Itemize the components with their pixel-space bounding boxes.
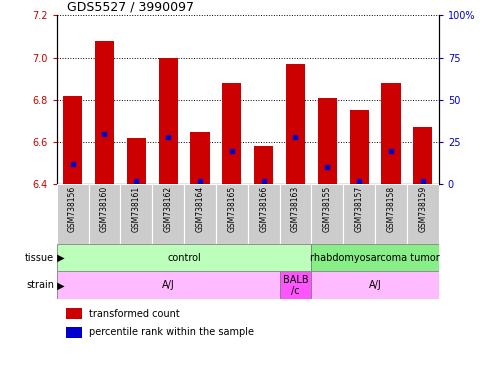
Bar <box>413 127 432 184</box>
Text: rhabdomyosarcoma tumor: rhabdomyosarcoma tumor <box>310 253 440 263</box>
Bar <box>190 131 210 184</box>
Text: GSM738164: GSM738164 <box>195 186 205 232</box>
Bar <box>312 271 439 299</box>
Bar <box>57 271 280 299</box>
Bar <box>375 184 407 244</box>
Text: control: control <box>167 253 201 263</box>
Bar <box>57 244 312 271</box>
Text: GSM738165: GSM738165 <box>227 186 236 232</box>
Text: GSM738157: GSM738157 <box>354 186 364 232</box>
Text: transformed count: transformed count <box>89 309 180 319</box>
Bar <box>382 83 400 184</box>
Bar <box>350 110 369 184</box>
Bar <box>254 146 273 184</box>
Bar <box>280 271 312 299</box>
Text: ▶: ▶ <box>54 280 65 290</box>
Bar <box>127 138 146 184</box>
Text: A/J: A/J <box>162 280 175 290</box>
Bar <box>312 184 343 244</box>
Bar <box>67 327 81 338</box>
Bar <box>95 41 114 184</box>
Text: GSM738159: GSM738159 <box>419 186 427 232</box>
Bar <box>184 184 216 244</box>
Bar <box>343 184 375 244</box>
Bar <box>152 184 184 244</box>
Bar <box>63 96 82 184</box>
Bar <box>120 184 152 244</box>
Bar <box>67 308 81 319</box>
Text: GSM738158: GSM738158 <box>387 186 395 232</box>
Text: ▶: ▶ <box>54 253 65 263</box>
Bar <box>216 184 247 244</box>
Text: GSM738163: GSM738163 <box>291 186 300 232</box>
Text: percentile rank within the sample: percentile rank within the sample <box>89 327 254 337</box>
Bar <box>89 184 120 244</box>
Text: BALB
/c: BALB /c <box>282 275 308 296</box>
Text: GSM738161: GSM738161 <box>132 186 141 232</box>
Bar <box>318 98 337 184</box>
Text: GSM738156: GSM738156 <box>68 186 77 232</box>
Bar <box>407 184 439 244</box>
Bar <box>159 58 177 184</box>
Text: GSM738160: GSM738160 <box>100 186 109 232</box>
Text: GDS5527 / 3990097: GDS5527 / 3990097 <box>67 0 194 13</box>
Text: GSM738166: GSM738166 <box>259 186 268 232</box>
Text: GSM738155: GSM738155 <box>323 186 332 232</box>
Bar <box>222 83 242 184</box>
Text: GSM738162: GSM738162 <box>164 186 173 232</box>
Text: strain: strain <box>26 280 54 290</box>
Bar <box>312 244 439 271</box>
Bar <box>247 184 280 244</box>
Text: A/J: A/J <box>369 280 382 290</box>
Bar <box>280 184 312 244</box>
Bar <box>286 64 305 184</box>
Bar <box>57 184 89 244</box>
Text: tissue: tissue <box>25 253 54 263</box>
